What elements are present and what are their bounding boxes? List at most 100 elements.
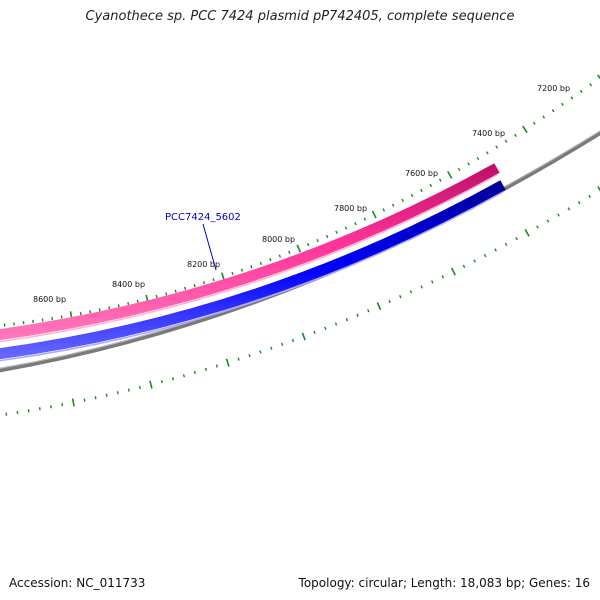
inner-ring-minor-tick <box>313 330 316 335</box>
outer-ring-minor-tick <box>570 96 574 100</box>
outer-ring-minor-tick <box>457 167 461 172</box>
outer-ring-minor-tick <box>250 265 253 269</box>
outer-ring-minor-tick <box>288 250 291 254</box>
outer-ring-minor-tick <box>382 208 386 212</box>
inner-ring-minor-tick <box>409 290 413 294</box>
outer-ring-minor-tick <box>391 203 395 207</box>
inner-ring-major-tick <box>301 332 306 341</box>
scale-label-7800: 7800 bp <box>334 204 367 213</box>
inner-ring-minor-tick <box>94 396 97 400</box>
inner-ring-minor-tick <box>215 364 218 368</box>
outer-ring-minor-tick <box>193 283 196 288</box>
outer-ring-minor-tick <box>325 234 329 239</box>
outer-ring-minor-tick <box>108 306 111 310</box>
inner-ring-minor-tick <box>105 393 108 397</box>
inner-ring-minor-tick <box>38 407 41 411</box>
inner-ring-minor-tick <box>367 309 370 313</box>
forward-strand-gene-edge <box>0 174 498 343</box>
outer-ring-minor-tick <box>504 139 508 143</box>
forward-strand-gene[interactable] <box>0 163 500 341</box>
scale-label-8600: 8600 bp <box>33 295 66 304</box>
inner-ring-minor-tick <box>473 259 476 263</box>
outer-ring-major-tick <box>447 171 453 179</box>
inner-ring-minor-tick <box>248 353 251 358</box>
outer-ring-minor-tick <box>532 121 536 125</box>
inner-ring-minor-tick <box>171 377 175 381</box>
topology-summary: Topology: circular; Length: 18,083 bp; G… <box>298 576 590 590</box>
inner-ring-minor-tick <box>441 275 445 279</box>
outer-ring-minor-tick <box>89 310 92 314</box>
scale-label-8200: 8200 bp <box>187 260 220 269</box>
inner-tick-ring <box>5 186 600 416</box>
inner-ring-minor-tick <box>577 201 581 205</box>
inner-ring-minor-tick <box>127 388 130 392</box>
scale-label-7600: 7600 bp <box>405 169 438 178</box>
inner-ring-minor-tick <box>504 242 508 247</box>
outer-ring-minor-tick <box>259 261 263 265</box>
scale-label-7200: 7200 bp <box>537 84 570 93</box>
outer-ring-minor-tick <box>212 278 215 282</box>
outer-ring-minor-tick <box>589 83 593 87</box>
outer-ring-minor-tick <box>476 156 480 161</box>
outer-ring-minor-tick <box>136 299 139 303</box>
outer-ring-minor-tick <box>420 188 423 193</box>
inner-ring-minor-tick <box>546 219 550 223</box>
outer-ring-minor-tick <box>165 292 168 296</box>
outer-ring-minor-tick <box>51 316 54 321</box>
reverse-strand-gene-edge <box>0 191 504 362</box>
outer-tick-ring <box>3 74 600 327</box>
outer-ring-minor-tick <box>335 230 338 234</box>
inner-ring-minor-tick <box>345 318 349 322</box>
outer-ring-minor-tick <box>429 183 433 188</box>
outer-ring-minor-tick <box>514 133 517 137</box>
outer-ring-minor-tick <box>363 217 367 221</box>
inner-ring-minor-tick <box>399 295 402 299</box>
inner-ring-minor-tick <box>588 194 592 199</box>
outer-ring-minor-tick <box>117 304 120 308</box>
gene-label[interactable]: PCC7424_5602 <box>165 212 241 223</box>
reverse-strand-gene[interactable] <box>0 180 506 360</box>
outer-ring-minor-tick <box>542 115 546 119</box>
inner-ring-minor-tick <box>324 326 327 330</box>
inner-ring-major-tick <box>524 229 530 237</box>
inner-ring-minor-tick <box>27 409 30 413</box>
inner-ring-minor-tick <box>259 350 262 354</box>
inner-ring-minor-tick <box>270 346 273 350</box>
inner-ring-minor-tick <box>462 264 466 269</box>
outer-ring-minor-tick <box>495 145 499 149</box>
outer-ring-major-tick <box>371 210 377 219</box>
outer-ring-minor-tick <box>278 254 282 258</box>
inner-ring-minor-tick <box>557 213 560 217</box>
inner-ring-minor-tick <box>204 367 207 372</box>
outer-ring-minor-tick <box>551 109 555 113</box>
outer-ring-major-tick <box>296 244 302 253</box>
inner-ring-minor-tick <box>16 410 19 415</box>
inner-ring-minor-tick <box>420 285 423 289</box>
inner-ring-minor-tick <box>494 248 497 252</box>
outer-ring-minor-tick <box>174 289 177 293</box>
inner-ring-major-tick <box>225 358 230 367</box>
inner-ring-major-tick <box>71 398 75 407</box>
inner-ring-major-tick <box>450 267 456 276</box>
outer-ring-minor-tick <box>269 258 272 262</box>
inner-ring-major-tick <box>597 186 600 192</box>
inner-ring-minor-tick <box>50 405 52 409</box>
outer-ring-minor-tick <box>240 268 244 272</box>
inner-ring-minor-tick <box>138 385 141 390</box>
inner-ring-minor-tick <box>116 391 119 395</box>
outer-ring-minor-tick <box>184 286 187 291</box>
inner-ring-minor-tick <box>182 374 186 378</box>
outer-ring-minor-tick <box>485 151 489 155</box>
outer-ring-minor-tick <box>354 221 357 226</box>
inner-ring-minor-tick <box>334 322 338 326</box>
inner-ring-minor-tick <box>160 380 163 384</box>
outer-ring-minor-tick <box>98 308 101 312</box>
outer-ring-minor-tick <box>401 198 404 203</box>
inner-ring-minor-tick <box>430 280 434 284</box>
outer-ring-minor-tick <box>410 193 414 198</box>
inner-ring-minor-tick <box>356 313 359 317</box>
inner-ring-minor-tick <box>237 357 240 361</box>
outer-ring-minor-tick <box>60 315 63 319</box>
outer-ring-minor-tick <box>438 178 442 182</box>
